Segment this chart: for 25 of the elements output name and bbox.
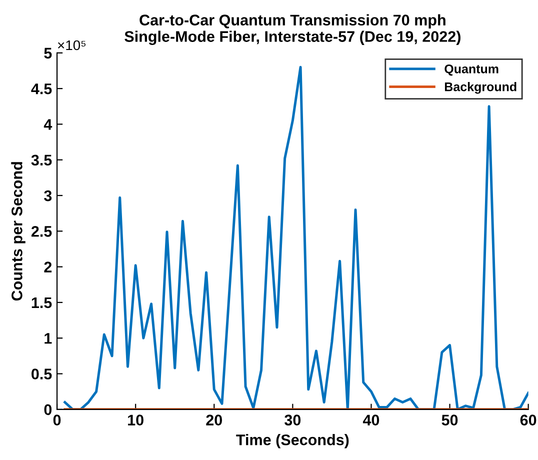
- y-tick-label: 2: [44, 262, 52, 272]
- y-tick-label: 2.5: [31, 226, 52, 237]
- y-tick-label: 4.5: [31, 84, 52, 94]
- y-tick-label: 1.5: [32, 297, 52, 308]
- y-tick-label: 1: [44, 333, 52, 344]
- x-tick-label: 10: [128, 414, 144, 426]
- y-tick-label: 0: [44, 404, 52, 416]
- legend-label: Quantum: [444, 64, 498, 76]
- y-tick-label: 4: [44, 119, 52, 130]
- x-tick-label: 60: [520, 414, 536, 426]
- x-tick-label: 30: [284, 414, 301, 426]
- y-axis-title: Counts per Second: [11, 162, 26, 301]
- y-tick-label: 0.5: [32, 368, 52, 380]
- y-tick-label: 5: [44, 48, 52, 59]
- x-tick-label: 20: [206, 414, 222, 426]
- y-tick-label: 3: [44, 190, 52, 202]
- x-axis-title: Time (Seconds): [236, 434, 349, 448]
- y-tick-label: 3.5: [31, 154, 52, 166]
- legend-label: Background: [444, 82, 516, 94]
- chart-title: Car-to-Car Quantum Transmission 70 mph Single-Mode Fiber, Interstate-57 (Dec 19, 2022): [124, 14, 460, 46]
- x-tick-label: 0: [53, 414, 61, 426]
- x-tick-label: 40: [362, 414, 380, 426]
- line-series: [64, 66, 528, 410]
- text: ×10⁵: [58, 40, 86, 50]
- x-tick-label: 50: [442, 414, 458, 426]
